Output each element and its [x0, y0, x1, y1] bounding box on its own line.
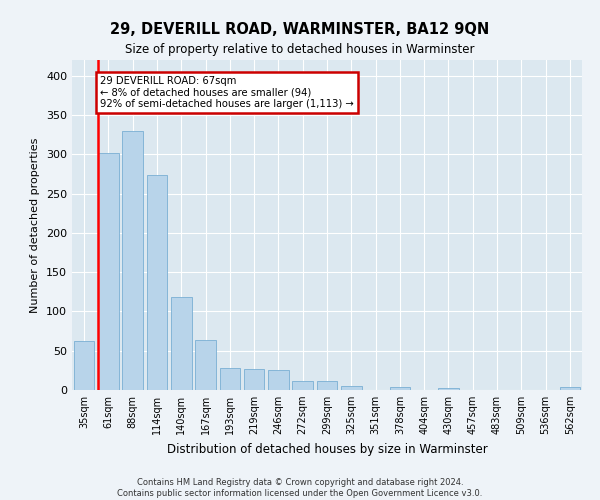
Bar [74, 340, 94, 390]
Bar [438, 388, 459, 390]
Text: 29 DEVERILL ROAD: 67sqm
← 8% of detached houses are smaller (94)
92% of semi-det: 29 DEVERILL ROAD: 67sqm ← 8% of detached… [100, 76, 353, 109]
Bar [122, 132, 143, 390]
Bar [244, 369, 265, 390]
X-axis label: Distribution of detached houses by size in Warminster: Distribution of detached houses by size … [167, 442, 487, 456]
Bar [560, 387, 580, 390]
Bar [341, 386, 362, 390]
Bar [146, 176, 167, 390]
Y-axis label: Number of detached properties: Number of detached properties [31, 138, 40, 312]
Bar [292, 382, 313, 390]
Text: 29, DEVERILL ROAD, WARMINSTER, BA12 9QN: 29, DEVERILL ROAD, WARMINSTER, BA12 9QN [110, 22, 490, 38]
Text: Size of property relative to detached houses in Warminster: Size of property relative to detached ho… [125, 42, 475, 56]
Bar [98, 154, 119, 390]
Bar [220, 368, 240, 390]
Bar [389, 387, 410, 390]
Text: Contains HM Land Registry data © Crown copyright and database right 2024.
Contai: Contains HM Land Registry data © Crown c… [118, 478, 482, 498]
Bar [195, 340, 216, 390]
Bar [171, 296, 191, 390]
Bar [317, 382, 337, 390]
Bar [268, 370, 289, 390]
